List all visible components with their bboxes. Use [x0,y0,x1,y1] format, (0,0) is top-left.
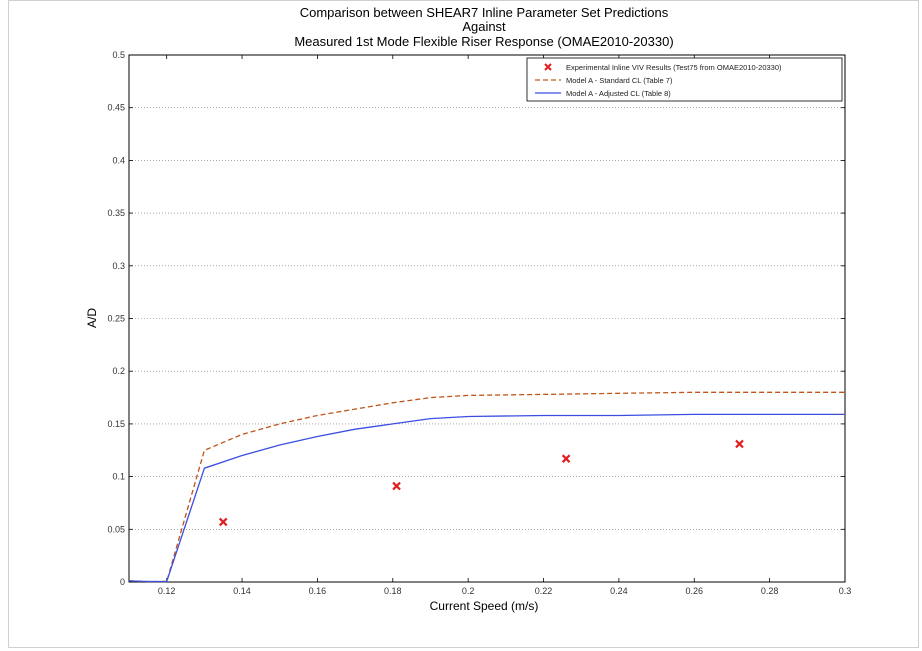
x-tick-label: 0.2 [462,586,475,596]
x-tick-label: 0.3 [839,586,852,596]
chart-title-line-2: Against [462,19,506,34]
y-tick-label: 0.5 [112,50,125,60]
y-tick-label: 0.25 [107,314,125,324]
legend-marker [544,63,552,71]
y-tick-label: 0.3 [112,261,125,271]
y-tick-label: 0 [120,577,125,587]
x-axis-label: Current Speed (m/s) [430,599,539,613]
scatter-point [392,481,401,491]
legend-label: Experimental Inline VIV Results (Test75 … [566,63,782,72]
y-tick-label: 0.35 [107,208,125,218]
scatter-point [218,517,228,527]
x-tick-label: 0.26 [685,586,703,596]
legend: Experimental Inline VIV Results (Test75 … [526,57,843,102]
y-tick-label: 0.05 [107,524,125,534]
chart-title-line-3: Measured 1st Mode Flexible Riser Respons… [294,34,673,49]
x-tick-label: 0.28 [761,586,779,596]
x-tick-label: 0.12 [158,586,176,596]
legend-label: Model A - Adjusted CL (Table 8) [566,89,671,98]
x-tick-label: 0.22 [535,586,553,596]
figure-frame [8,0,919,648]
series [128,391,845,583]
y-tick-label: 0.15 [107,419,125,429]
x-tick-label: 0.16 [309,586,327,596]
grid [129,107,845,530]
series-line-1 [128,391,845,583]
x-tick-label: 0.18 [384,586,402,596]
y-axis-label: A/D [85,308,99,328]
series-line-2 [128,413,845,583]
y-tick-label: 0.1 [112,472,125,482]
x-tick-label: 0.14 [233,586,251,596]
ticks: 0 0.05 0.1 0.15 0.2 0.25 0.3 0.35 0.4 0.45 0.5 0.12… [107,50,851,596]
scatter-point [735,439,744,449]
legend-label: Model A - Standard CL (Table 7) [566,76,673,85]
x-tick-label: 0.24 [610,586,628,596]
y-tick-label: 0.2 [112,366,125,376]
chart-title-line-1: Comparison between SHEAR7 Inline Paramet… [300,5,669,20]
scatter-point [561,454,571,463]
y-tick-label: 0.45 [107,103,125,113]
y-tick-label: 0.4 [112,155,125,165]
legend-box [526,57,843,102]
